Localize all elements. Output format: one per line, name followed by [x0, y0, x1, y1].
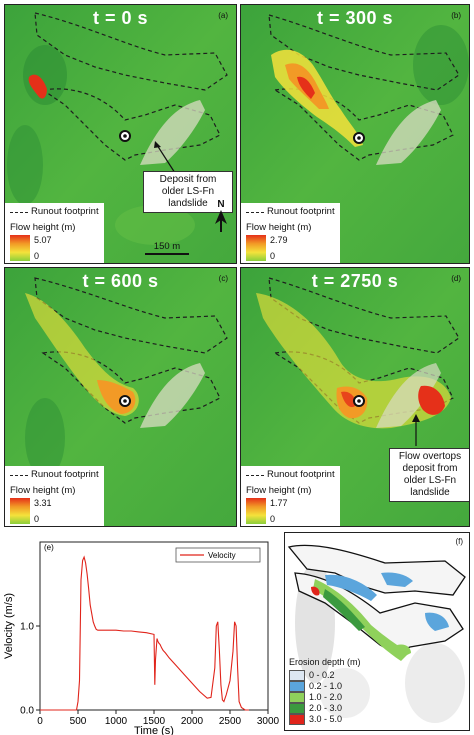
plot-frame	[39, 541, 269, 711]
north-arrow-icon	[215, 210, 227, 232]
erosion-legend: Erosion depth (m) 0 - 0.2 0.2 - 1.0 1.0 …	[289, 657, 361, 725]
colorbar	[10, 235, 30, 261]
panel-time-title: t = 0 s	[92, 8, 149, 28]
series-line	[40, 555, 249, 711]
legend-swatch	[289, 670, 305, 681]
y-tick-label: 0.0	[20, 706, 34, 717]
panel-letter: (a)	[218, 11, 228, 20]
chart-axes: 0 500 1000 1500 2000 2500 3000 0.0 1.0 Time (s) Ve…	[3, 541, 280, 735]
panel-letter: (b)	[451, 11, 461, 20]
x-tick-label: 500	[70, 716, 87, 727]
x-tick-label: 3000	[257, 716, 280, 727]
overtop-callout: Flow overtops deposit from older LS-Fn l…	[389, 448, 469, 502]
deposit-callout: Deposit from older LS-Fn landslide	[143, 171, 233, 213]
legend-box: Runout footprint Flow height (m) 2.79 0	[241, 203, 340, 263]
panel-time-title: t = 300 s	[316, 8, 394, 28]
map-panel-b: t = 300 s (b) Runout footprint Flow heig…	[240, 4, 470, 264]
legend-box: Runout footprint Flow height (m) 5.07 0	[5, 203, 104, 263]
legend-swatch	[289, 681, 305, 692]
erosion-map-panel: (f) Erosion depth (m) 0 - 0.2 0.2 - 1.0 …	[284, 532, 470, 731]
dash-line-icon	[10, 211, 28, 213]
legend-swatch	[289, 692, 305, 703]
panel-letter: (e)	[44, 543, 54, 552]
x-tick-label: 2000	[181, 716, 204, 727]
dash-line-icon	[246, 474, 264, 476]
x-tick-label: 1000	[105, 716, 128, 727]
legend-swatch	[289, 703, 305, 714]
panel-time-title: t = 2750 s	[311, 271, 399, 291]
y-axis-label: Velocity (m/s)	[3, 593, 15, 659]
y-tick-label: 1.0	[20, 622, 34, 633]
chart-series: Velocity	[40, 547, 261, 711]
legend-box: Runout footprint Flow height (m) 3.31 0	[5, 466, 104, 526]
north-arrow: N	[215, 199, 227, 235]
map-panel-d: t = 2750 s (d) Flow overtops deposit fro…	[240, 267, 470, 527]
panel-letter: (d)	[451, 274, 461, 283]
colorbar	[246, 235, 266, 261]
legend-box: Runout footprint Flow height (m) 1.77 0	[241, 466, 340, 526]
map-panel-c: t = 600 s (c) Runout footprint Flow heig…	[4, 267, 237, 527]
velocity-chart: 0 500 1000 1500 2000 2500 3000 0.0 1.0 Time (s) Ve…	[3, 541, 280, 735]
colorbar	[10, 498, 30, 524]
panel-letter: (f)	[455, 537, 463, 546]
legend-swatch	[289, 714, 305, 725]
dash-line-icon	[246, 211, 264, 213]
legend-box	[175, 547, 261, 563]
x-tick-label: 1500	[143, 716, 166, 727]
map-panel-a: t = 0 s (a) Deposit from older LS-Fn lan…	[4, 4, 237, 264]
erosion-map	[285, 533, 469, 730]
dash-line-icon	[10, 474, 28, 476]
x-tick-label: 0	[37, 716, 43, 727]
x-tick-label: 2500	[219, 716, 242, 727]
panel-letter: (c)	[218, 274, 228, 283]
colorbar	[246, 498, 266, 524]
terrain-map-c	[5, 268, 236, 526]
scale-bar: 150 m	[145, 241, 189, 255]
panel-time-title: t = 600 s	[82, 271, 159, 291]
x-axis-label: Time (s)	[134, 725, 174, 735]
legend-label: Velocity	[208, 551, 236, 560]
